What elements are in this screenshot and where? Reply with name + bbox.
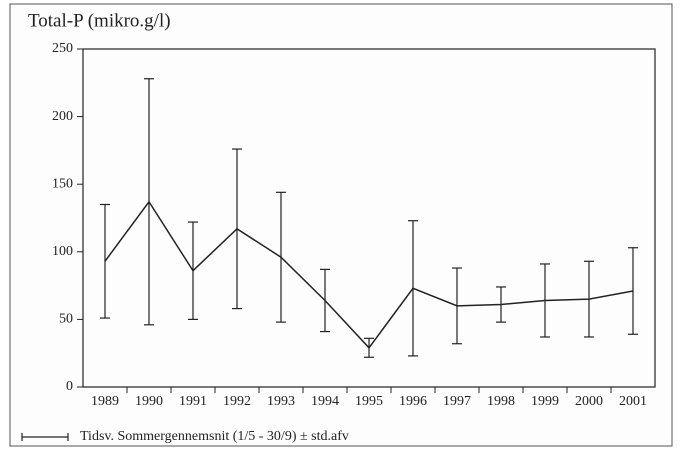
x-tick-label: 1993 <box>267 394 295 409</box>
x-tick-label: 1991 <box>179 394 207 409</box>
series-line <box>104 200 634 349</box>
x-tick-label: 1998 <box>487 394 515 409</box>
x-tick-label: 1994 <box>311 394 339 409</box>
x-tick-label: 1990 <box>135 394 163 409</box>
x-tick-label: 1996 <box>399 394 427 409</box>
y-tick-label: 250 <box>52 41 73 56</box>
y-tick-label: 50 <box>59 312 73 327</box>
x-tick-label: 2000 <box>575 394 603 409</box>
x-tick-label: 1992 <box>223 394 251 409</box>
chart-title: Total-P (mikro.g/l) <box>28 10 171 31</box>
plot-area <box>82 48 656 388</box>
y-tick-label: 0 <box>66 379 73 394</box>
x-tick-label: 1995 <box>355 394 383 409</box>
y-tick-label: 100 <box>52 244 73 259</box>
y-tick-label: 150 <box>52 176 73 191</box>
y-tick-label: 200 <box>52 109 73 124</box>
frame <box>9 3 673 447</box>
x-tick-label: 2001 <box>619 394 647 409</box>
x-tick-label: 1989 <box>91 394 119 409</box>
x-tick-label: 1999 <box>531 394 559 409</box>
x-tick-label: 1997 <box>443 394 471 409</box>
legend-label: Tidsv. Sommergennemsnit (1/5 - 30/9) ± s… <box>80 429 349 444</box>
